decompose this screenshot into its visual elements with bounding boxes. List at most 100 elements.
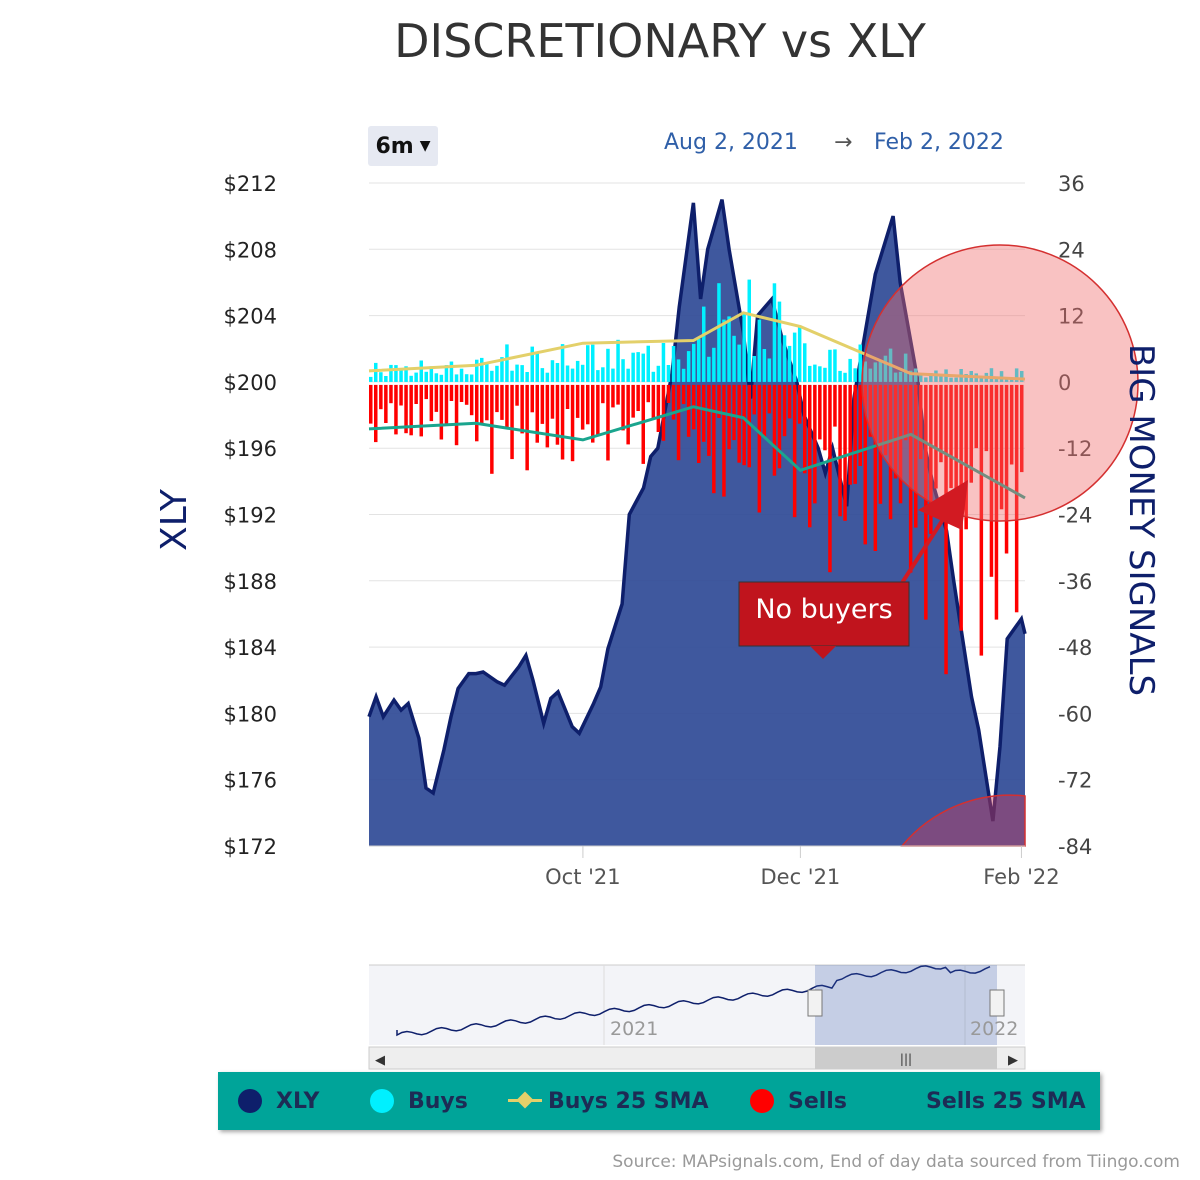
sell-bar <box>384 384 388 423</box>
chart-title: DISCRETIONARY vs XLY <box>394 14 926 68</box>
buy-bar <box>1020 371 1024 382</box>
sell-bar <box>570 384 575 462</box>
sell-bar <box>565 384 570 409</box>
circle-icon <box>750 1089 774 1113</box>
sell-bar <box>404 384 408 434</box>
sell-bar <box>459 384 464 402</box>
buy-bar <box>818 366 822 382</box>
sell-bar <box>808 384 812 528</box>
buy-bar <box>949 377 953 382</box>
left-axis-title: XLY <box>154 488 195 551</box>
sell-bar <box>954 384 958 520</box>
sell-bar <box>646 384 650 403</box>
buy-bar <box>1014 368 1019 382</box>
left-tick-label: $192 <box>224 504 277 528</box>
sell-bar <box>797 384 802 424</box>
sell-bar <box>858 384 862 466</box>
legend-item-buys[interactable]: Buys <box>370 1088 468 1114</box>
signal-bars <box>369 279 1024 675</box>
legend-item-buys-sma[interactable]: Buys 25 SMA <box>508 1088 709 1114</box>
buy-bar <box>853 368 857 382</box>
sell-bar <box>803 384 807 474</box>
sell-bar <box>727 384 731 450</box>
navigator-handle-left[interactable] <box>807 989 823 1017</box>
range-from[interactable]: Aug 2, 2021 <box>664 130 798 155</box>
buy-bar <box>429 366 434 382</box>
buy-bar <box>661 343 666 382</box>
circle-icon <box>370 1089 394 1113</box>
sell-bar <box>500 384 504 420</box>
buy-bar <box>717 283 721 382</box>
buy-bar <box>868 368 873 382</box>
sell-bar <box>823 384 827 451</box>
buy-bar <box>929 373 933 382</box>
legend-item-sells-sma[interactable]: Sells 25 SMA <box>926 1088 1086 1114</box>
buy-bar <box>893 372 898 382</box>
buy-bar <box>575 360 580 382</box>
buy-bar <box>550 360 555 382</box>
sell-bar <box>520 384 524 434</box>
sell-bar <box>999 384 1004 510</box>
buy-bar <box>919 373 923 382</box>
sell-bar <box>702 384 706 442</box>
sell-bar <box>772 384 777 476</box>
left-tick-label: $208 <box>224 238 277 262</box>
sell-bar <box>389 384 393 404</box>
buy-bar <box>803 343 807 382</box>
sell-bar <box>994 384 999 620</box>
navigator-selection[interactable] <box>815 965 997 1045</box>
buy-bar <box>777 301 782 382</box>
buy-bar <box>369 376 373 382</box>
buy-bar <box>732 335 736 382</box>
range-to[interactable]: Feb 2, 2022 <box>874 130 1004 155</box>
sell-bar <box>454 384 459 446</box>
scroll-right-arrow-icon[interactable]: ▶ <box>1008 1053 1018 1068</box>
x-tick-label: Oct '21 <box>545 865 620 889</box>
buy-bar <box>898 371 903 382</box>
buy-bar <box>838 370 842 382</box>
sell-bar <box>424 384 428 400</box>
sell-bar <box>510 384 514 460</box>
legend-item-xly[interactable]: XLY <box>238 1088 319 1114</box>
buy-bar <box>641 353 645 382</box>
sell-bar <box>707 384 711 456</box>
buy-bar <box>500 357 504 382</box>
highlight-circles <box>861 244 1139 847</box>
left-axis-ticks: $212 $208 $204 $200 $196 $192 $188 $184 $180 $176… <box>224 172 277 859</box>
sell-bar <box>540 384 545 424</box>
buy-bar <box>560 344 565 382</box>
buy-bar <box>586 345 590 382</box>
scrollbar-thumb[interactable] <box>815 1047 997 1069</box>
sell-bar <box>903 384 908 441</box>
sell-bar <box>555 384 560 445</box>
scroll-left-arrow-icon[interactable]: ◀ <box>375 1053 385 1068</box>
sell-bar <box>475 384 479 442</box>
buy-bar <box>782 335 787 382</box>
buy-bar <box>399 369 403 382</box>
sell-bar <box>616 384 620 405</box>
buy-bar <box>808 365 812 382</box>
sell-bar <box>621 384 625 431</box>
buy-bar <box>570 368 575 382</box>
left-tick-label: $196 <box>224 437 277 461</box>
left-tick-label: $212 <box>224 172 277 196</box>
sell-bar <box>369 384 373 424</box>
sell-bar <box>747 384 751 468</box>
legend-item-sells[interactable]: Sells <box>750 1088 847 1114</box>
navigator[interactable]: 2021 2022 ||| ◀ ▶ <box>368 964 1026 1070</box>
buy-bar <box>757 319 762 382</box>
range-dropdown[interactable]: 6m ▼ <box>368 126 438 166</box>
sell-bar <box>944 384 948 675</box>
sell-bar <box>1009 384 1014 465</box>
buy-bar <box>505 344 509 382</box>
sell-bar <box>394 384 398 435</box>
sell-bar <box>409 384 413 436</box>
sell-bar <box>813 384 817 504</box>
buy-bar <box>419 360 423 382</box>
navigator-handle-right[interactable] <box>989 989 1005 1017</box>
right-tick-label: 12 <box>1058 305 1085 329</box>
sell-bar <box>924 384 928 620</box>
buy-bar <box>414 372 418 382</box>
left-tick-label: $180 <box>224 702 277 726</box>
buy-bar <box>676 359 681 382</box>
